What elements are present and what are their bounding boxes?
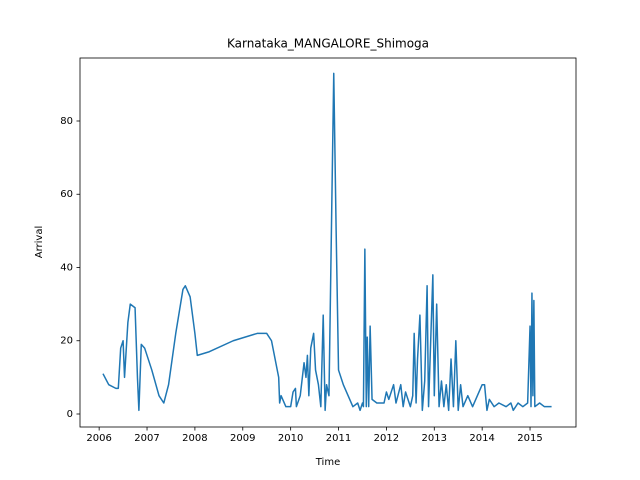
- y-tick-label: 40: [60, 262, 73, 273]
- x-tick-label: 2007: [134, 433, 159, 444]
- x-tick-label: 2009: [230, 433, 255, 444]
- chart-title: Karnataka_MANGALORE_Shimoga: [227, 37, 429, 51]
- x-tick-label: 2015: [517, 433, 542, 444]
- x-tick-label: 2008: [182, 433, 207, 444]
- x-tick-label: 2013: [422, 433, 447, 444]
- x-tick-label: 2006: [86, 433, 111, 444]
- x-tick-label: 2011: [326, 433, 351, 444]
- y-tick-label: 0: [67, 409, 73, 420]
- y-axis-label: Arrival: [34, 226, 45, 259]
- y-tick-label: 20: [60, 336, 73, 347]
- x-tick-label: 2010: [278, 433, 303, 444]
- y-tick-label: 60: [60, 189, 73, 200]
- x-axis-label: Time: [315, 457, 340, 468]
- x-tick-label: 2012: [374, 433, 399, 444]
- data-line: [102, 72, 552, 412]
- y-tick-label: 80: [60, 116, 73, 127]
- plot-frame: [79, 57, 577, 428]
- x-tick-label: 2014: [469, 433, 494, 444]
